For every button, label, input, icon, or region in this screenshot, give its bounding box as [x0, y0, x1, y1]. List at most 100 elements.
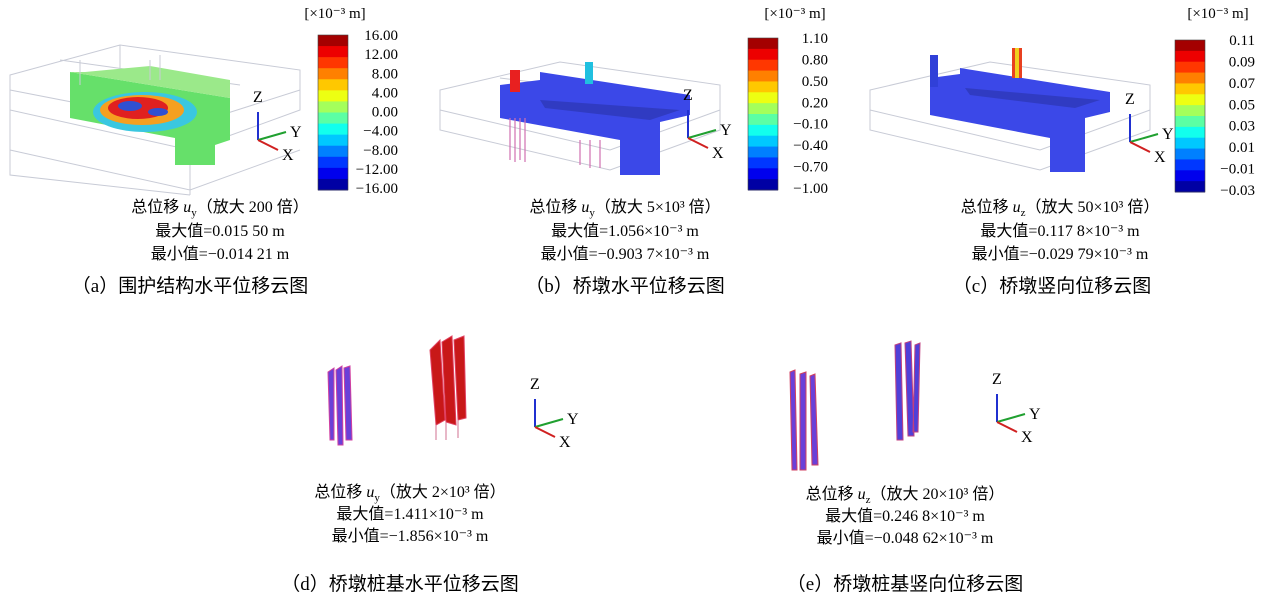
axis-label: Y: [567, 411, 579, 428]
model-a: [10, 45, 300, 195]
axis-label: Z: [992, 371, 1002, 388]
colorbar-band: [748, 92, 778, 103]
quantity: 总位移: [806, 485, 854, 503]
axis-x: [258, 140, 278, 150]
colorbar-label: 16.00: [364, 28, 398, 44]
factor: （放大 50×10³ 倍）: [1026, 198, 1160, 216]
colorbar-label: 0.20: [802, 95, 828, 111]
model-c: [870, 48, 1150, 172]
colorbar-label: 12.00: [364, 47, 398, 63]
figure: [×10⁻³ m]16.0012.008.004.000.00−4.00−8.0…: [0, 0, 1266, 607]
axis-y: [1130, 134, 1158, 142]
caption-min: 最小值=−1.856×10⁻³ m: [332, 527, 489, 545]
colorbar-label: 0.50: [802, 74, 828, 90]
colorbar-band: [748, 103, 778, 114]
factor: （放大 5×10³ 倍）: [595, 198, 721, 216]
colorbar-band: [748, 49, 778, 60]
colorbar-label: 4.00: [372, 85, 398, 101]
axis-label: Y: [290, 124, 302, 141]
colorbar-label: −8.00: [363, 143, 398, 159]
axis-label: Z: [683, 87, 693, 104]
caption-min: 最小值=−0.014 21 m: [151, 245, 290, 263]
colorbar-band: [748, 38, 778, 49]
panel-label: （e）桥墩桩基竖向位移云图: [787, 573, 1023, 595]
symbol: u: [366, 484, 374, 501]
axis-x: [535, 427, 555, 437]
colorbar-band: [748, 114, 778, 125]
symbol: u: [858, 486, 866, 503]
symbol: u: [1013, 199, 1021, 216]
colorbar-band: [748, 81, 778, 92]
panel-label: （b）桥墩水平位移云图: [525, 275, 725, 297]
panel-label: （c）桥墩竖向位移云图: [953, 275, 1151, 297]
colorbar-band: [318, 179, 348, 191]
colorbar-label: −0.01: [1220, 162, 1255, 178]
axis-label: Y: [720, 122, 732, 139]
axis-label: X: [712, 145, 724, 162]
quantity: 总位移: [961, 198, 1009, 216]
colorbar-band: [318, 46, 348, 58]
quantity: 总位移: [131, 198, 179, 216]
axis-x: [1130, 142, 1150, 152]
colorbar-band: [748, 125, 778, 136]
caption-quantity: 总位移uy（放大 2×10³ 倍）: [314, 483, 505, 504]
symbol: u: [581, 199, 589, 216]
axis-label: X: [1021, 429, 1033, 446]
quantity: 总位移: [529, 198, 577, 216]
axis-x: [688, 138, 708, 148]
colorbar-label: 0.01: [1229, 140, 1255, 156]
colorbar-unit: [×10⁻³ m]: [764, 6, 825, 22]
colorbar-band: [318, 124, 348, 136]
colorbar-band: [318, 79, 348, 91]
factor: （放大 200 倍）: [197, 198, 309, 216]
caption-min: 最小值=−0.048 62×10⁻³ m: [817, 529, 994, 547]
caption-min: 最小值=−0.903 7×10⁻³ m: [541, 245, 710, 263]
colorbar-label: 8.00: [372, 66, 398, 82]
colorbar-label: 0.80: [802, 52, 828, 68]
colorbar-label: 0.11: [1229, 33, 1255, 49]
colorbar-label: −12.00: [356, 162, 398, 178]
colorbar-band: [748, 179, 778, 190]
colorbar-band: [748, 136, 778, 147]
colorbar-label: −0.40: [793, 138, 828, 154]
colorbar-band: [1175, 138, 1205, 149]
axis-label: Y: [1162, 126, 1174, 143]
axis-x: [997, 422, 1017, 432]
axis-y: [997, 414, 1025, 422]
colorbar-label: 0.03: [1229, 119, 1255, 135]
colorbar-label: −0.03: [1220, 183, 1255, 199]
factor: （放大 20×10³ 倍）: [871, 485, 1005, 503]
colorbar-band: [1175, 170, 1205, 181]
colorbar-band: [318, 113, 348, 125]
colorbar-label: −4.00: [363, 124, 398, 140]
colorbar-band: [1175, 94, 1205, 105]
caption-quantity: 总位移uz（放大 20×10³ 倍）: [806, 485, 1005, 506]
colorbar-band: [1175, 127, 1205, 138]
axis-label: Z: [1125, 91, 1135, 108]
axis-label: Z: [253, 89, 263, 106]
colorbar-band: [318, 35, 348, 47]
factor: （放大 2×10³ 倍）: [380, 483, 506, 501]
colorbar-label: 1.10: [802, 31, 828, 47]
symbol: u: [183, 199, 191, 216]
caption-max: 最大值=0.117 8×10⁻³ m: [980, 222, 1140, 240]
colorbar-band: [1175, 62, 1205, 73]
colorbar-band: [1175, 40, 1205, 51]
colorbar-label: −1.00: [793, 181, 828, 197]
model-e: [790, 341, 920, 470]
colorbar-unit: [×10⁻³ m]: [304, 6, 365, 22]
colorbar-label: 0.07: [1229, 76, 1256, 92]
colorbar-band: [748, 168, 778, 179]
colorbar-band: [748, 147, 778, 158]
colorbar-band: [318, 68, 348, 80]
caption-max: 最大值=0.015 50 m: [155, 222, 285, 240]
panel-label: （d）桥墩桩基水平位移云图: [281, 573, 519, 595]
colorbar-unit: [×10⁻³ m]: [1187, 6, 1248, 22]
colorbar-band: [748, 157, 778, 168]
panel-label: （a）围护结构水平位移云图: [72, 275, 308, 297]
caption-min: 最小值=−0.029 79×10⁻³ m: [972, 245, 1149, 263]
axis-y: [535, 419, 563, 427]
axis-label: X: [282, 147, 294, 164]
colorbar-label: −0.10: [793, 117, 828, 133]
